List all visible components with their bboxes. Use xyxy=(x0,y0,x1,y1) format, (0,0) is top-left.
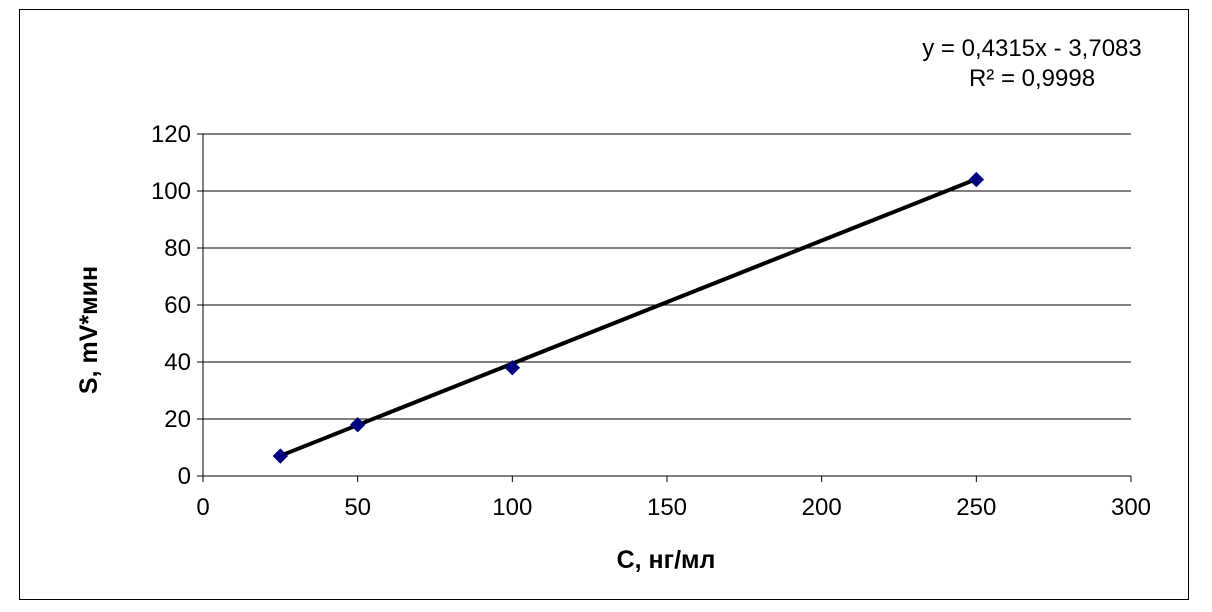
y-tick-label-120: 120 xyxy=(151,121,191,148)
y-axis-title: S, mV*мин xyxy=(75,266,103,394)
y-tick-label-60: 60 xyxy=(164,292,191,319)
x-tick-label-200: 200 xyxy=(802,494,842,521)
trendline xyxy=(278,177,979,458)
y-tick-label-40: 40 xyxy=(164,349,191,376)
x-tick-label-100: 100 xyxy=(492,494,532,521)
data-point-0-0 xyxy=(272,448,289,464)
x-tick-label-250: 250 xyxy=(956,494,996,521)
y-tick-label-80: 80 xyxy=(164,235,191,262)
data-points xyxy=(272,171,985,464)
x-axis-title: C, нг/мл xyxy=(617,546,716,574)
trendline-r-squared: R² = 0,9998 xyxy=(969,65,1095,92)
x-tick-label-150: 150 xyxy=(647,494,687,521)
x-tick-label-50: 50 xyxy=(344,494,371,521)
data-point-0-2 xyxy=(504,359,521,376)
grid-lines xyxy=(203,133,1131,420)
tick-labels: 0 20 40 60 80 100 120 0 50 100 150 200 250 300 xyxy=(151,121,1151,521)
data-point-0-1 xyxy=(349,416,366,433)
scatter-chart: 0 20 40 60 80 100 120 0 50 100 150 200 250 300 y = 0,… xyxy=(75,35,1151,574)
y-tick-label-100: 100 xyxy=(151,178,191,205)
trendline-equation: y = 0,4315x - 3,7083 xyxy=(922,35,1142,62)
data-point-0-3 xyxy=(968,171,985,188)
y-tick-label-20: 20 xyxy=(164,406,191,433)
trendline-group xyxy=(278,177,979,458)
x-tick-label-300: 300 xyxy=(1111,494,1151,521)
axes xyxy=(197,133,1132,482)
chart-area: 0 20 40 60 80 100 120 0 50 100 150 200 250 300 y = 0,… xyxy=(19,9,1189,600)
x-tick-label-0: 0 xyxy=(196,494,209,521)
y-tick-label-0: 0 xyxy=(178,463,191,490)
